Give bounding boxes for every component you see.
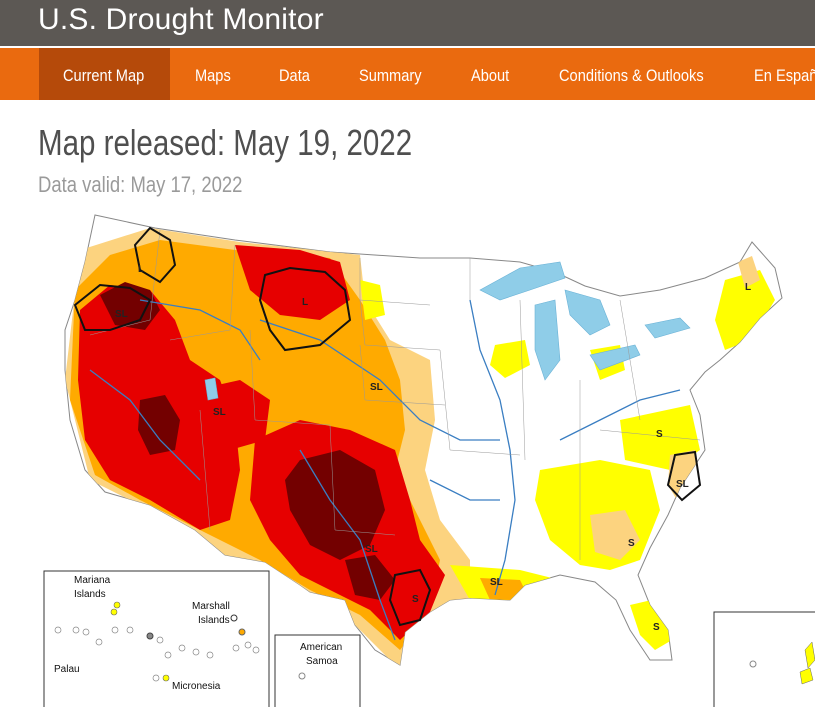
great-lakes <box>204 261 691 401</box>
nav-summary[interactable]: Summary <box>359 66 422 85</box>
d4-area-oregon <box>100 282 160 330</box>
impact-label-sl-texas: SL <box>365 544 378 555</box>
nav-current-map[interactable]: Current Map <box>63 66 145 85</box>
d1-area-maine <box>738 256 760 288</box>
drought-map[interactable]: L L SL SL SL SL SL S S SL S S L Mariana … <box>0 205 815 712</box>
active-tab-highlight <box>39 48 170 100</box>
label-american-samoa-1: American <box>300 642 342 653</box>
d4-area-texas <box>345 555 395 600</box>
nav-conditions-outlooks[interactable]: Conditions & Outlooks <box>559 66 704 85</box>
label-marshall-islands-1: Marshall <box>192 601 230 612</box>
impact-labels: L L SL SL SL SL SL S S SL S S L <box>115 264 751 633</box>
nav-data[interactable]: Data <box>279 66 310 85</box>
rivers <box>89 299 681 641</box>
state-boundaries <box>89 229 701 560</box>
impact-label-l-north: L <box>138 264 144 275</box>
data-valid-subtitle: Data valid: May 17, 2022 <box>38 172 243 197</box>
d4-area-california <box>138 395 180 455</box>
map-released-title: Map released: May 19, 2022 <box>38 122 413 163</box>
hawaii-inset <box>713 611 815 712</box>
d4-area-southwest <box>285 450 385 560</box>
impact-label-sl-oregon: SL <box>115 309 128 320</box>
label-micronesia: Micronesia <box>172 681 221 692</box>
nav-about[interactable]: About <box>471 66 510 85</box>
d3-area-montana <box>235 245 350 320</box>
main-nav: Current Map Maps Data Summary About Cond… <box>0 48 815 100</box>
pacific-inset: Mariana Islands Marshall Islands Palau M… <box>43 570 270 712</box>
impact-label-l-montana: L <box>302 297 308 308</box>
impact-boundaries <box>73 226 702 627</box>
samoa-inset: American Samoa <box>274 634 361 712</box>
nav-en-espanol[interactable]: En Españo <box>754 66 815 85</box>
site-title[interactable]: U.S. Drought Monitor <box>38 3 324 36</box>
nav-maps[interactable]: Maps <box>195 66 231 85</box>
label-mariana-islands-1: Mariana <box>74 575 111 586</box>
d0-area-new-england <box>715 270 775 350</box>
impact-label-sl-utah: SL <box>213 407 226 418</box>
d1-area-southeast <box>590 510 640 560</box>
d0-area-midwest <box>490 340 530 378</box>
label-marshall-islands-2: Islands <box>198 615 230 626</box>
impact-label-s-georgia: S <box>628 538 635 549</box>
label-american-samoa-2: Samoa <box>306 656 338 667</box>
impact-label-sl-gulf: SL <box>490 577 503 588</box>
impact-label-s-florida: S <box>653 622 660 633</box>
label-palau: Palau <box>54 664 80 675</box>
impact-label-sl-carolina: SL <box>676 479 689 490</box>
label-mariana-islands-2: Islands <box>74 589 106 600</box>
impact-label-s-virginia: S <box>656 429 663 440</box>
drought-map-svg[interactable]: L L SL SL SL SL SL S S SL S S L Mariana … <box>0 205 815 712</box>
impact-label-s-texas: S <box>412 594 419 605</box>
d0-area-dakotas <box>360 280 385 320</box>
impact-label-sl-plains: SL <box>370 382 383 393</box>
site-header: U.S. Drought Monitor <box>0 0 815 46</box>
impact-label-l-maine: L <box>745 282 751 293</box>
